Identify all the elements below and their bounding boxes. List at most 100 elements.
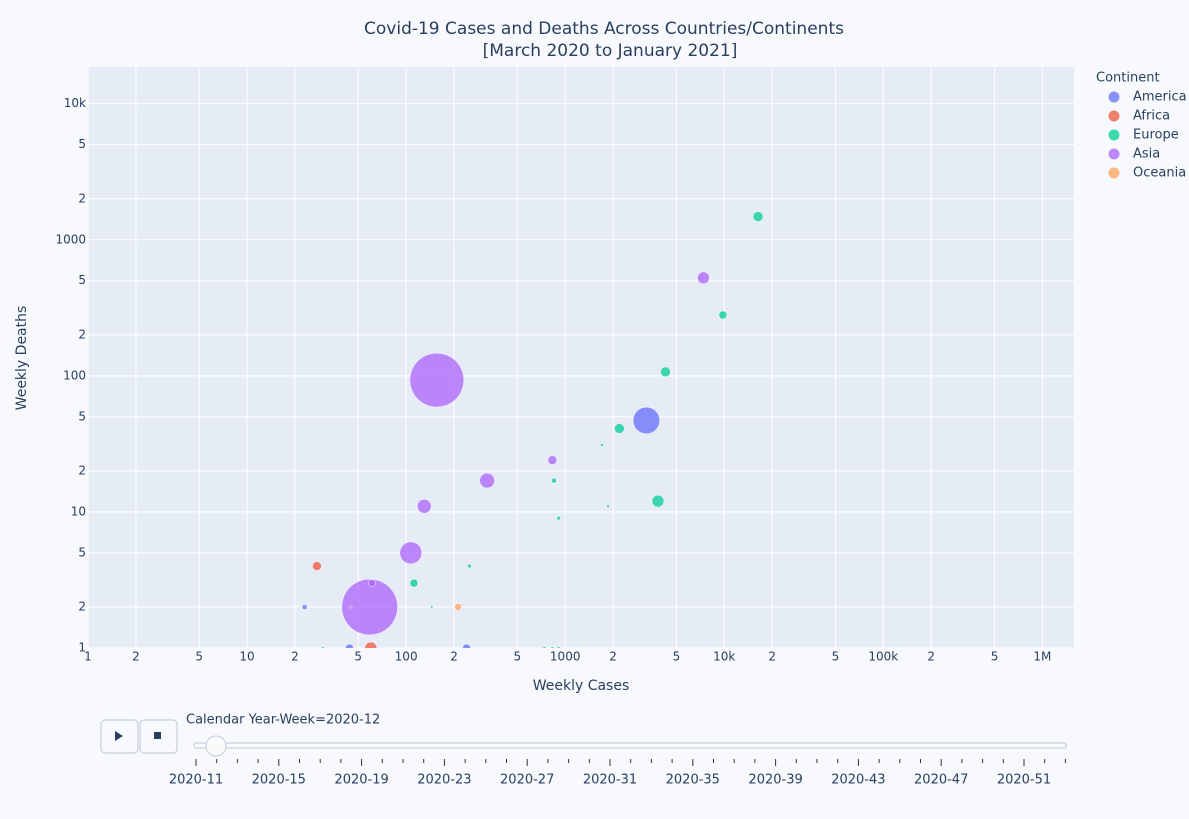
legend-marker	[1108, 91, 1120, 103]
bubble	[364, 641, 378, 648]
bubble	[600, 443, 604, 447]
x-tick-label: 1M	[1033, 650, 1051, 664]
y-tick-label: 2	[78, 327, 86, 341]
y-tick-label: 5	[78, 137, 86, 151]
bubble	[651, 494, 665, 508]
x-tick-label: 2	[291, 650, 299, 664]
y-tick-label: 2	[78, 463, 86, 477]
y-tick-label: 1000	[55, 232, 86, 246]
bubble	[409, 578, 419, 588]
bubble	[430, 605, 434, 609]
slider-current-label: Calendar Year-Week=2020-12	[186, 713, 380, 728]
legend-label: Asia	[1133, 147, 1160, 162]
legend: America Africa Europe Asia Oceania	[1108, 90, 1187, 181]
slider-tick-label: 2020-35	[666, 773, 720, 788]
play-button[interactable]	[100, 719, 139, 754]
y-tick-label: 5	[78, 545, 86, 559]
x-tick-label: 1000	[550, 650, 581, 664]
bubble	[697, 271, 710, 285]
slider-tick-label: 2020-39	[748, 773, 802, 788]
y-tick-label: 1	[78, 641, 86, 655]
legend-label: Africa	[1133, 109, 1170, 124]
slider-tick-label: 2020-31	[583, 773, 637, 788]
slider-tick-label: 2020-43	[831, 773, 885, 788]
slider-handle[interactable]	[205, 735, 227, 757]
y-tick-label: 10k	[64, 96, 86, 110]
x-tick-label: 5	[832, 650, 840, 664]
slider-tick-label: 2020-19	[334, 773, 388, 788]
slider-ticks: 2020-11 2020-15 2020-19 2020-23 2020-27 2020-…	[169, 759, 1066, 788]
bubble	[462, 643, 471, 648]
x-tick-label: 10k	[713, 650, 735, 664]
bubble	[606, 504, 610, 509]
bubble	[542, 646, 547, 648]
legend-marker	[1108, 129, 1120, 141]
stop-icon	[154, 732, 161, 739]
stop-button[interactable]	[139, 719, 178, 754]
legend-label: America	[1133, 90, 1187, 105]
legend-label: Oceania	[1133, 166, 1186, 181]
bubble	[399, 541, 423, 565]
x-axis-title: Weekly Cases	[533, 678, 630, 694]
legend-marker	[1108, 110, 1120, 122]
y-tick-label: 5	[78, 273, 86, 287]
bubble	[368, 579, 376, 587]
x-tick-label: 2	[132, 650, 140, 664]
y-tick-label: 2	[78, 600, 86, 614]
bubble	[556, 515, 561, 521]
x-tick-label: 2	[927, 650, 935, 664]
x-tick-label: 1	[84, 650, 92, 664]
x-tick-label: 2	[768, 650, 776, 664]
x-tick-label: 100	[395, 650, 418, 664]
bubble	[660, 366, 671, 378]
chart-subtitle: [March 2020 to January 2021]	[483, 41, 738, 61]
bubble	[632, 406, 661, 435]
legend-title: Continent	[1096, 71, 1160, 86]
x-tick-label: 100k	[868, 650, 898, 664]
bubble	[341, 578, 398, 636]
plot-area	[88, 67, 1074, 648]
slider-rail[interactable]	[193, 742, 1067, 749]
bubble	[752, 211, 764, 222]
y-tick-label: 5	[78, 409, 86, 423]
y-axis-title: Weekly Deaths	[14, 306, 30, 411]
bubble	[301, 604, 308, 610]
slider-tick-label: 2020-27	[500, 773, 554, 788]
x-tick-label: 5	[513, 650, 521, 664]
bubble	[479, 472, 495, 489]
bubble	[556, 646, 561, 648]
bubble	[467, 563, 472, 569]
y-tick-label: 2	[78, 191, 86, 205]
x-tick-label: 5	[354, 650, 362, 664]
grid	[87, 67, 1074, 649]
markers	[301, 211, 764, 648]
bubble	[416, 499, 432, 514]
bubble	[551, 477, 557, 484]
bubble	[321, 646, 325, 648]
slider-tick-label: 2020-51	[997, 773, 1051, 788]
x-tick-label: 10	[239, 650, 254, 664]
chart-title: Covid-19 Cases and Deaths Across Countri…	[364, 19, 844, 39]
bubble	[409, 352, 465, 408]
y-tick-label: 100	[63, 368, 86, 382]
y-tick-label: 10	[71, 504, 86, 518]
slider-tick-label: 2020-23	[417, 773, 471, 788]
bubble	[718, 310, 728, 320]
x-tick-label: 5	[673, 650, 681, 664]
slider-tick-label: 2020-11	[169, 773, 223, 788]
legend-label: Europe	[1133, 128, 1179, 143]
legend-marker	[1108, 167, 1120, 179]
x-tick-label: 2	[450, 650, 458, 664]
bubble	[547, 455, 558, 465]
bubble	[454, 603, 462, 611]
bubble	[614, 423, 625, 434]
bubble	[550, 646, 555, 648]
slider-tick-label: 2020-47	[914, 773, 968, 788]
play-icon	[115, 731, 123, 741]
x-tick-label: 5	[195, 650, 203, 664]
legend-marker	[1108, 148, 1120, 160]
x-tick-label: 5	[991, 650, 999, 664]
bubble	[349, 605, 353, 609]
bubble	[312, 561, 322, 571]
